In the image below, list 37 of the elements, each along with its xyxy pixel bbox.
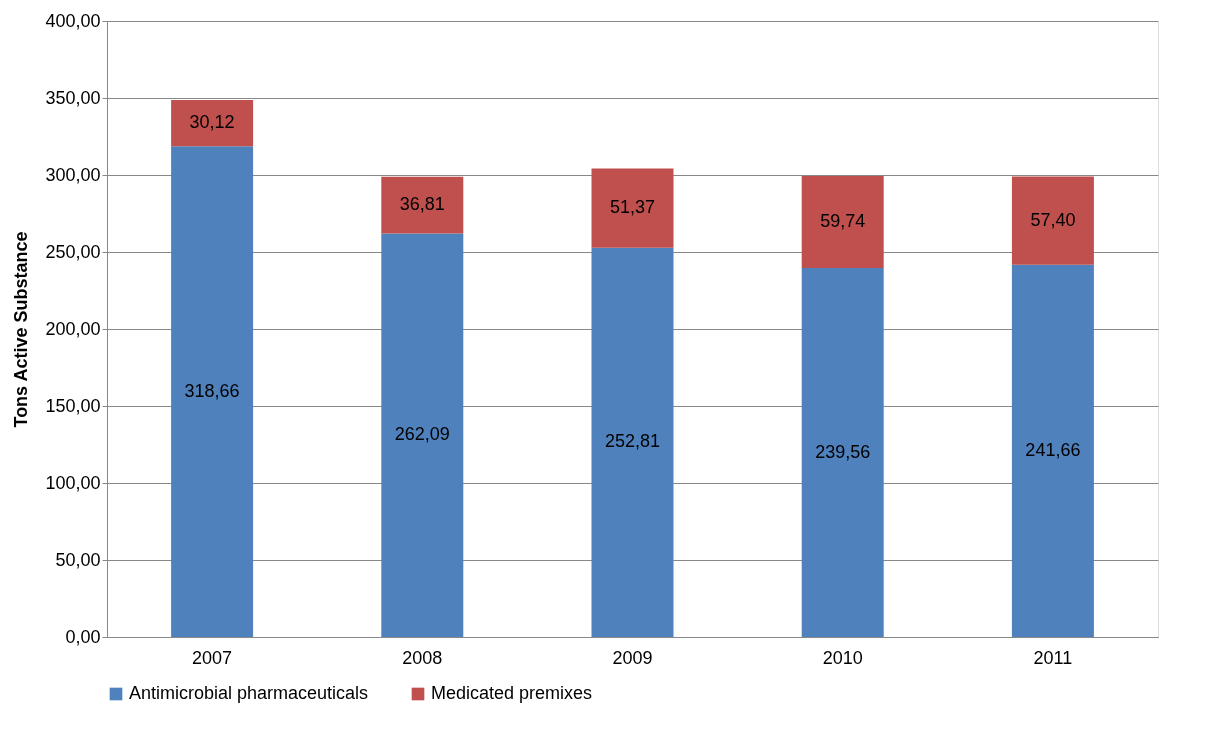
x-tick-label: 2008: [402, 647, 443, 668]
data-label: 252,81: [604, 431, 661, 452]
x-tick-label: 2007: [192, 647, 233, 668]
y-tick-label: 300,00: [45, 164, 101, 185]
bar: [591, 168, 674, 248]
legend-label: Antimicrobial pharmaceuticals: [129, 683, 369, 703]
bar: [1011, 264, 1094, 637]
y-tick-label: 350,00: [45, 87, 101, 108]
y-tick-label: 250,00: [45, 241, 101, 262]
data-label: 51,37: [609, 197, 656, 218]
bar: [381, 233, 464, 637]
bar: [591, 247, 674, 637]
data-label: 36,81: [399, 194, 445, 215]
bar: [1011, 176, 1094, 265]
data-label: 57,40: [1030, 209, 1076, 230]
bar: [801, 176, 884, 269]
y-tick-label: 0,00: [65, 626, 101, 647]
x-tick-label: 2009: [612, 647, 653, 668]
legend-label: Medicated premixes: [431, 683, 593, 703]
data-label: 318,66: [184, 380, 240, 401]
data-label: 30,12: [189, 112, 235, 133]
bar: [171, 146, 254, 637]
y-tick-label: 50,00: [55, 549, 101, 570]
y-tick-label: 400,00: [45, 10, 101, 31]
bar: [381, 176, 464, 234]
bar: [171, 99, 254, 147]
x-tick-label: 2011: [1033, 647, 1073, 668]
y-axis-title: Tons Active Substance: [11, 231, 32, 428]
data-label: 59,74: [820, 211, 866, 232]
data-label: 262,09: [394, 424, 450, 445]
y-tick-label: 200,00: [45, 318, 101, 339]
data-label: 239,56: [815, 441, 871, 462]
y-tick-label: 150,00: [45, 395, 101, 416]
x-tick-label: 2010: [822, 647, 863, 668]
y-tick-label: 100,00: [45, 472, 101, 493]
bar: [801, 268, 884, 637]
data-label: 241,66: [1025, 439, 1081, 460]
